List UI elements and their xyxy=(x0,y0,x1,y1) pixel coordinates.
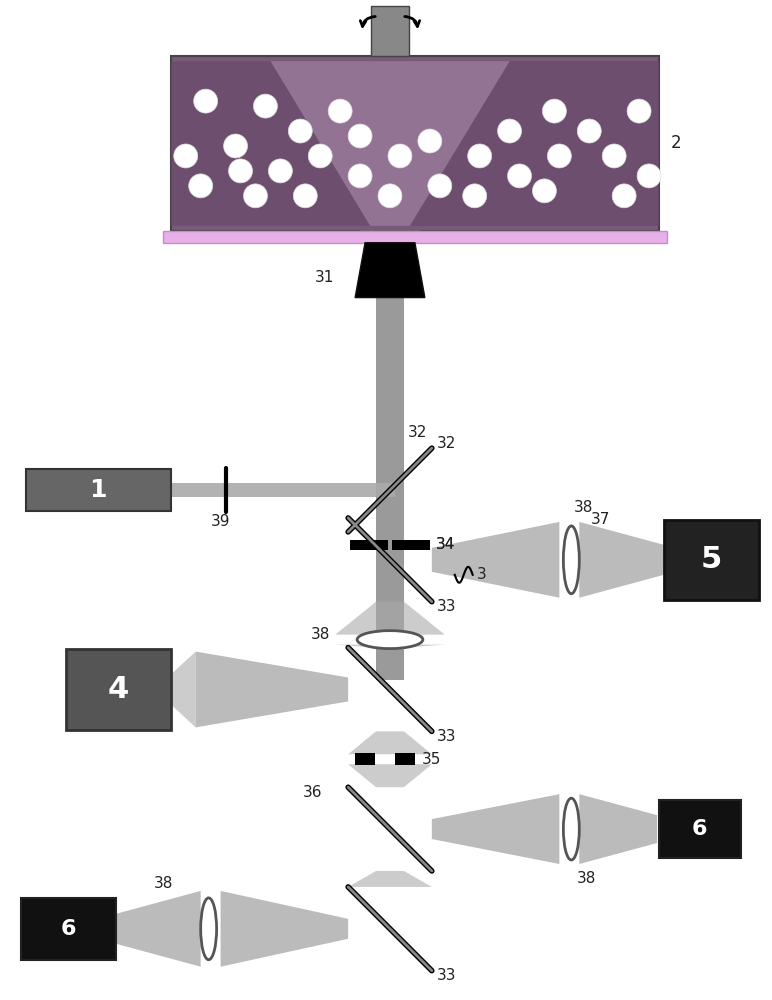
Circle shape xyxy=(289,119,312,143)
Text: 6: 6 xyxy=(60,919,76,939)
Text: 36: 36 xyxy=(303,785,323,800)
Circle shape xyxy=(224,134,248,158)
Circle shape xyxy=(253,94,277,118)
Circle shape xyxy=(533,179,557,203)
Circle shape xyxy=(468,144,492,168)
Polygon shape xyxy=(116,891,201,967)
Polygon shape xyxy=(171,61,370,226)
Bar xyxy=(171,483,395,497)
Circle shape xyxy=(428,174,452,198)
Circle shape xyxy=(174,144,198,168)
Text: 33: 33 xyxy=(437,599,456,614)
Circle shape xyxy=(418,129,442,153)
Circle shape xyxy=(194,89,218,113)
Polygon shape xyxy=(432,522,560,598)
Bar xyxy=(376,298,404,680)
Bar xyxy=(163,231,667,243)
Text: 37: 37 xyxy=(591,512,611,527)
Text: 5: 5 xyxy=(700,545,722,574)
Polygon shape xyxy=(335,602,445,635)
Circle shape xyxy=(577,119,601,143)
Circle shape xyxy=(293,184,317,208)
Circle shape xyxy=(627,99,651,123)
Polygon shape xyxy=(270,61,510,226)
Text: 35: 35 xyxy=(422,752,442,767)
Polygon shape xyxy=(355,243,425,298)
Text: 1: 1 xyxy=(90,478,107,502)
Text: 34: 34 xyxy=(436,537,455,552)
Bar xyxy=(395,753,415,765)
Circle shape xyxy=(388,144,412,168)
Text: 32: 32 xyxy=(437,436,456,451)
Polygon shape xyxy=(348,731,432,754)
Circle shape xyxy=(188,174,212,198)
Polygon shape xyxy=(171,652,195,727)
Circle shape xyxy=(243,184,267,208)
Circle shape xyxy=(612,184,636,208)
Text: 4: 4 xyxy=(107,675,129,704)
Text: 3: 3 xyxy=(476,567,486,582)
Circle shape xyxy=(547,144,571,168)
Polygon shape xyxy=(348,871,432,887)
Text: 38: 38 xyxy=(577,871,596,886)
Polygon shape xyxy=(195,652,348,727)
Polygon shape xyxy=(348,764,432,787)
Polygon shape xyxy=(335,645,445,648)
Bar xyxy=(66,649,171,730)
Circle shape xyxy=(498,119,522,143)
Text: 2: 2 xyxy=(671,134,682,152)
Text: 39: 39 xyxy=(211,514,230,529)
Text: 34: 34 xyxy=(436,537,455,552)
Text: 38: 38 xyxy=(574,500,593,515)
Circle shape xyxy=(348,124,372,148)
Polygon shape xyxy=(410,61,659,226)
Circle shape xyxy=(543,99,567,123)
Text: 33: 33 xyxy=(437,729,456,744)
Text: 38: 38 xyxy=(311,627,330,642)
Text: 32: 32 xyxy=(408,425,427,440)
Bar xyxy=(392,540,430,550)
Bar xyxy=(350,540,388,550)
Ellipse shape xyxy=(564,526,579,594)
Circle shape xyxy=(507,164,531,188)
Bar xyxy=(664,520,759,600)
Text: 6: 6 xyxy=(692,819,708,839)
Circle shape xyxy=(602,144,626,168)
Bar xyxy=(659,800,740,858)
Bar xyxy=(371,6,409,56)
Circle shape xyxy=(462,184,486,208)
Circle shape xyxy=(328,99,352,123)
Ellipse shape xyxy=(201,898,217,960)
Polygon shape xyxy=(579,522,664,598)
Polygon shape xyxy=(221,891,348,967)
Circle shape xyxy=(269,159,293,183)
Circle shape xyxy=(348,164,372,188)
Ellipse shape xyxy=(357,631,423,649)
Circle shape xyxy=(378,184,402,208)
Circle shape xyxy=(308,144,332,168)
Text: 31: 31 xyxy=(315,270,334,285)
Polygon shape xyxy=(360,231,420,243)
Polygon shape xyxy=(432,794,560,864)
Text: 38: 38 xyxy=(154,876,173,891)
Bar xyxy=(22,898,116,960)
Ellipse shape xyxy=(564,798,579,860)
Bar xyxy=(355,753,375,765)
Text: 33: 33 xyxy=(437,968,456,983)
Circle shape xyxy=(229,159,252,183)
Bar xyxy=(26,469,171,511)
Circle shape xyxy=(637,164,661,188)
Polygon shape xyxy=(579,794,657,864)
Bar xyxy=(171,56,659,231)
